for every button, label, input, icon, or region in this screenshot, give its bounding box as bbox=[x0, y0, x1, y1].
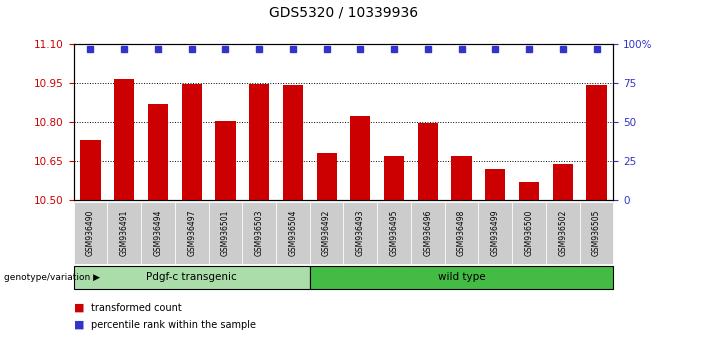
Bar bbox=[519, 182, 539, 200]
Text: Pdgf-c transgenic: Pdgf-c transgenic bbox=[147, 272, 237, 282]
Bar bbox=[249, 84, 269, 200]
Bar bbox=[485, 169, 505, 200]
Text: GSM936501: GSM936501 bbox=[221, 210, 230, 256]
Text: GSM936493: GSM936493 bbox=[356, 210, 365, 256]
Text: GSM936503: GSM936503 bbox=[254, 210, 264, 256]
Bar bbox=[215, 121, 236, 200]
Text: GDS5320 / 10339936: GDS5320 / 10339936 bbox=[269, 5, 418, 19]
Text: genotype/variation ▶: genotype/variation ▶ bbox=[4, 273, 100, 281]
Text: GSM936494: GSM936494 bbox=[154, 210, 163, 256]
Text: GSM936497: GSM936497 bbox=[187, 210, 196, 256]
Text: GSM936500: GSM936500 bbox=[524, 210, 533, 256]
Text: transformed count: transformed count bbox=[91, 303, 182, 313]
Text: GSM936490: GSM936490 bbox=[86, 210, 95, 256]
Bar bbox=[148, 104, 168, 200]
Text: GSM936492: GSM936492 bbox=[322, 210, 331, 256]
Text: GSM936496: GSM936496 bbox=[423, 210, 433, 256]
Text: GSM936499: GSM936499 bbox=[491, 210, 500, 256]
Bar bbox=[586, 85, 606, 200]
Text: wild type: wild type bbox=[437, 272, 485, 282]
Bar bbox=[451, 156, 472, 200]
Text: ■: ■ bbox=[74, 303, 84, 313]
Bar bbox=[350, 116, 370, 200]
Bar bbox=[81, 140, 101, 200]
Text: GSM936495: GSM936495 bbox=[390, 210, 399, 256]
Text: GSM936505: GSM936505 bbox=[592, 210, 601, 256]
Text: GSM936504: GSM936504 bbox=[288, 210, 297, 256]
Bar bbox=[316, 153, 336, 200]
Bar bbox=[114, 79, 135, 200]
Bar bbox=[418, 124, 438, 200]
Bar bbox=[182, 85, 202, 200]
Bar bbox=[384, 156, 404, 200]
Bar bbox=[552, 164, 573, 200]
Text: ■: ■ bbox=[74, 320, 84, 330]
Text: GSM936502: GSM936502 bbox=[558, 210, 567, 256]
Bar bbox=[283, 85, 303, 200]
Text: percentile rank within the sample: percentile rank within the sample bbox=[91, 320, 256, 330]
Text: GSM936498: GSM936498 bbox=[457, 210, 466, 256]
Text: GSM936491: GSM936491 bbox=[120, 210, 129, 256]
